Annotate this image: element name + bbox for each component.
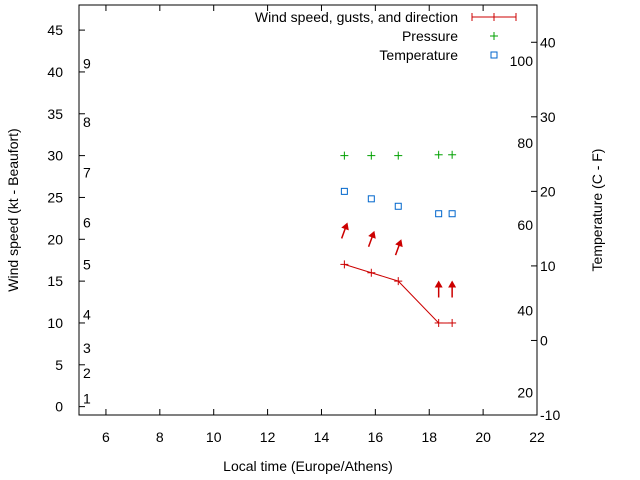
- temperature-point: [367, 195, 375, 203]
- pressure-point: [340, 151, 349, 160]
- y2-tick-label: 40: [540, 34, 556, 50]
- legend-label-pressure: Pressure: [402, 28, 458, 44]
- legend: Wind speed, gusts, and direction Pressure…: [255, 9, 517, 63]
- beaufort-label: 7: [83, 164, 91, 180]
- x-tick-label: 16: [368, 429, 384, 445]
- gust-arrow: [340, 222, 349, 239]
- beaufort-label: 9: [83, 56, 91, 72]
- beaufort-label: 4: [83, 307, 91, 323]
- y2-tick-label: 0: [540, 332, 548, 348]
- y2-axis-label: Temperature (C - F): [589, 149, 605, 272]
- legend-swatch-pressure: [490, 32, 498, 40]
- pressure-point: [434, 150, 443, 159]
- x-tick-label: 20: [475, 429, 491, 445]
- y-tick-label: 15: [47, 273, 63, 289]
- x-tick-label: 8: [156, 429, 164, 445]
- y2-tick-label: 30: [540, 109, 556, 125]
- fahrenheit-label: 80: [517, 135, 533, 151]
- y-tick-label: 5: [55, 357, 63, 373]
- tick-labels: 6 8 10 12 14 16 18 20 22051015202530354045-10010…: [47, 22, 560, 445]
- plot-area: [78, 4, 538, 416]
- y-axis-label: Wind speed (kt - Beaufort): [5, 128, 21, 291]
- y-tick-label: 0: [55, 399, 63, 415]
- fahrenheit-label: 100: [510, 53, 534, 69]
- gust-arrow: [434, 280, 443, 298]
- y-tick-label: 35: [47, 106, 63, 122]
- legend-label-temperature: Temperature: [379, 47, 458, 63]
- pressure-point: [367, 151, 376, 160]
- beaufort-label: 3: [83, 340, 91, 356]
- y2-tick-label: -10: [540, 407, 560, 423]
- x-tick-label: 10: [206, 429, 222, 445]
- y2-tick-label: 20: [540, 183, 556, 199]
- wind-speed-line: [344, 263, 453, 324]
- wind-speed-point: [367, 268, 376, 277]
- wind-speed-point: [394, 277, 403, 286]
- ticks-layer: [79, 5, 538, 416]
- gust-arrow: [448, 280, 457, 298]
- pressure-point: [394, 151, 403, 160]
- y-tick-label: 25: [47, 189, 63, 205]
- beaufort-label: 1: [83, 390, 91, 406]
- temperature-point: [394, 202, 402, 210]
- y-tick-label: 30: [47, 148, 63, 164]
- wind-speed-point: [434, 318, 443, 327]
- fahrenheit-label: 60: [517, 217, 533, 233]
- y-tick-label: 10: [47, 315, 63, 331]
- y-tick-label: 45: [47, 22, 63, 38]
- wind-speed-point: [448, 318, 457, 327]
- temperature-point: [340, 187, 348, 195]
- legend-swatch-temperature: [490, 51, 498, 59]
- beaufort-label: 2: [83, 365, 91, 381]
- fahrenheit-label: 20: [517, 385, 533, 401]
- data-marks: [340, 150, 457, 327]
- temperature-point: [448, 210, 456, 218]
- y-tick-label: 20: [47, 231, 63, 247]
- wind-speed-point: [340, 260, 349, 269]
- beaufort-label: 6: [83, 215, 91, 231]
- beaufort-label: 8: [83, 114, 91, 130]
- x-tick-label: 12: [260, 429, 276, 445]
- fahrenheit-label: 40: [517, 303, 533, 319]
- y2-tick-label: 10: [540, 258, 556, 274]
- gust-arrow: [394, 239, 403, 256]
- y-tick-label: 40: [47, 64, 63, 80]
- beaufort-label: 5: [83, 256, 91, 272]
- x-tick-label: 18: [421, 429, 437, 445]
- x-tick-label: 6: [102, 429, 110, 445]
- temperature-point: [435, 210, 443, 218]
- x-axis-label: Local time (Europe/Athens): [223, 458, 393, 474]
- gust-arrow: [367, 230, 376, 248]
- pressure-point: [448, 150, 457, 159]
- x-tick-label: 14: [314, 429, 330, 445]
- legend-label-wind: Wind speed, gusts, and direction: [255, 9, 458, 25]
- x-tick-label: 22: [529, 429, 545, 445]
